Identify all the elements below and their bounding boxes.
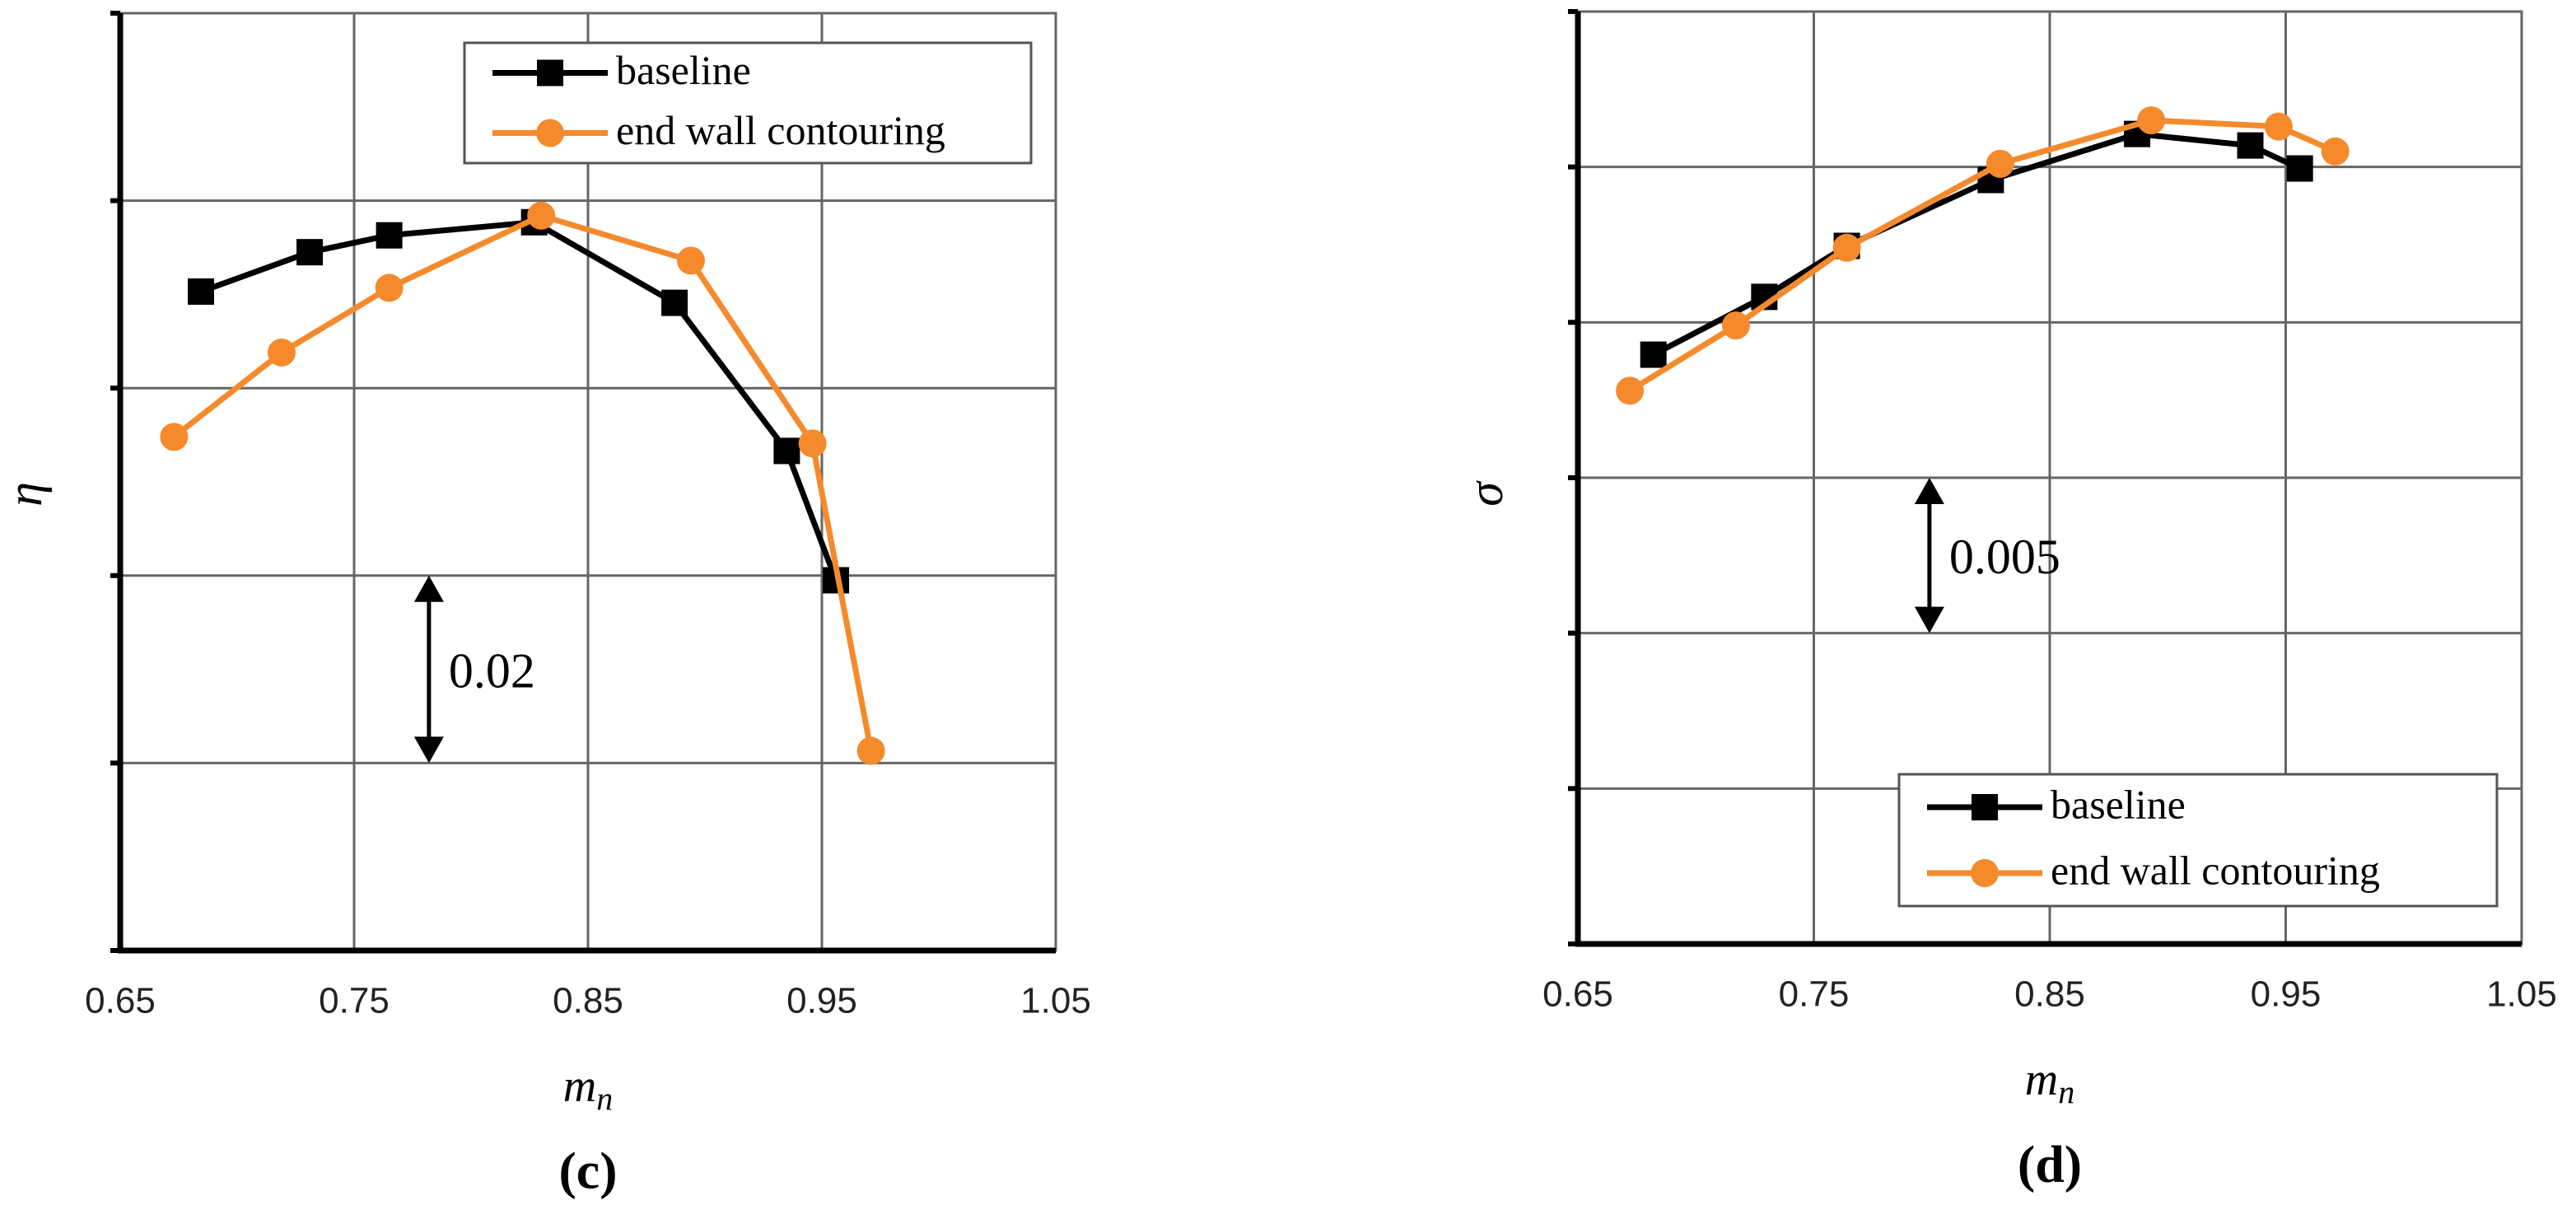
x-label-base: m	[563, 1061, 596, 1112]
x-tick-label: 0.75	[1779, 974, 1850, 1015]
legend-box	[1897, 773, 2499, 908]
marker	[773, 437, 800, 465]
panel-label: (d)	[2018, 1135, 2082, 1194]
marker	[1616, 376, 1645, 405]
marker	[376, 222, 403, 249]
series-line	[1628, 117, 2337, 394]
x-tick-label: 0.85	[553, 981, 623, 1021]
legend-label: end wall contouring	[616, 107, 945, 153]
marker	[856, 736, 885, 765]
x-tick-label: 1.05	[2486, 974, 2557, 1015]
y-axis-label: σ	[1458, 480, 1513, 507]
marker	[537, 59, 563, 86]
marker	[1832, 233, 1861, 262]
marker	[2286, 155, 2313, 182]
marker	[527, 201, 556, 230]
series-line	[199, 219, 839, 582]
marker	[267, 338, 296, 367]
marker	[296, 239, 324, 266]
x-tick-label: 1.05	[1020, 981, 1091, 1021]
marker	[2321, 137, 2350, 166]
x-tick-label: 0.75	[319, 981, 390, 1021]
x-tick-label: 0.95	[786, 981, 857, 1021]
x-axis-label: mn	[2025, 1054, 2074, 1110]
marker	[1986, 149, 2014, 178]
marker	[676, 246, 705, 275]
legend-label: baseline	[616, 47, 751, 93]
marker	[661, 289, 688, 316]
marker	[375, 273, 404, 302]
marker	[2264, 112, 2293, 141]
marker	[2137, 106, 2166, 135]
marker	[1971, 859, 1999, 887]
annotation-text: 0.02	[449, 643, 535, 698]
x-tick-label: 0.95	[2251, 974, 2322, 1015]
x-label-sub: n	[596, 1080, 613, 1117]
arrow-head	[413, 575, 444, 602]
marker	[1721, 311, 1750, 340]
x-axis-label: mn	[563, 1061, 613, 1117]
marker	[187, 278, 214, 305]
marker	[536, 119, 564, 147]
x-label-sub: n	[2058, 1073, 2074, 1110]
y-axis-label: η	[0, 482, 52, 507]
arrow-head	[413, 736, 444, 764]
marker	[2237, 132, 2264, 159]
annotation-text: 0.005	[1949, 530, 2060, 584]
marker	[798, 429, 827, 458]
x-tick-label: 0.85	[2014, 974, 2085, 1015]
panel-label: (c)	[558, 1142, 617, 1200]
x-tick-label: 0.65	[1542, 974, 1613, 1015]
legend-label: end wall contouring	[2051, 847, 2380, 893]
x-label-base: m	[2025, 1054, 2058, 1105]
arrow-head	[1914, 606, 1944, 633]
marker	[1972, 794, 1998, 820]
marker	[1640, 341, 1667, 368]
marker	[160, 423, 189, 451]
x-tick-label: 0.65	[85, 981, 156, 1021]
arrow-head	[1914, 478, 1944, 504]
legend-label: baseline	[2051, 781, 2186, 827]
